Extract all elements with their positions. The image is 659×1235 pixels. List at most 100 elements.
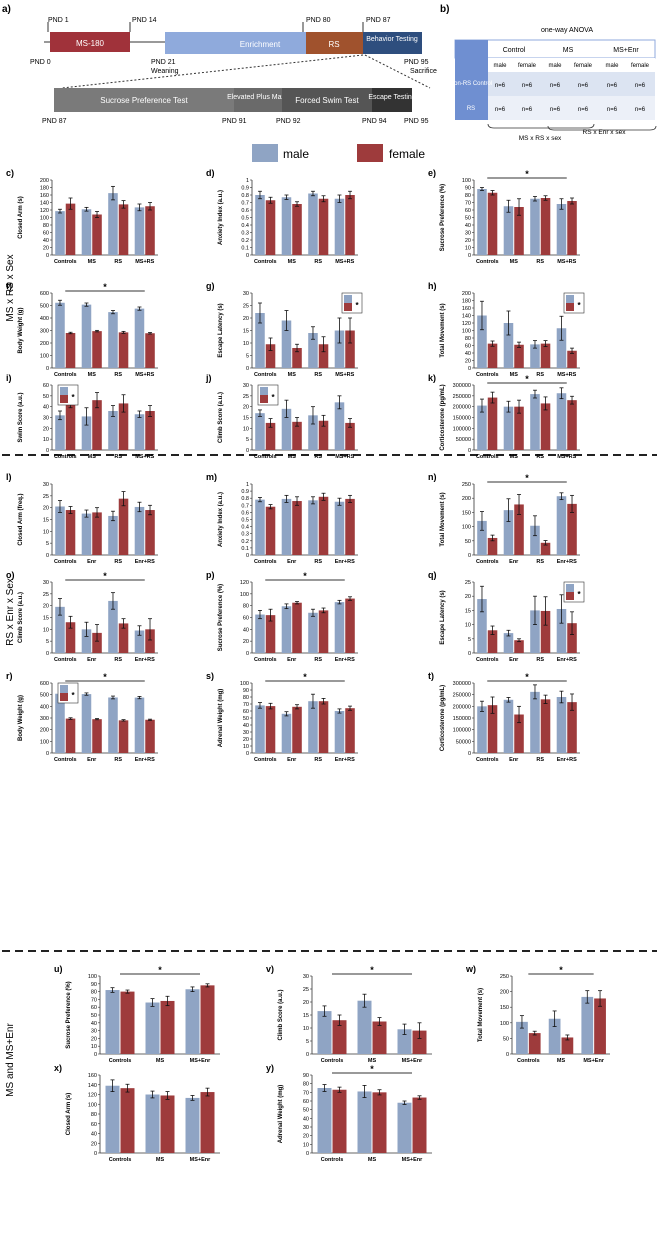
y-tick-label: 100 <box>240 681 249 687</box>
rs-label: RS <box>328 40 339 49</box>
timeline-panel: a) MS-180 Enrichment RS Behavior Testing… <box>2 4 437 125</box>
y-tick-label: 200000 <box>453 704 471 710</box>
panel-label: c) <box>6 168 14 178</box>
bar-female-MS <box>514 406 524 450</box>
y-tick-label: 1 <box>246 178 249 184</box>
x-tick-label: Controls <box>54 559 77 565</box>
bar-female-RS <box>540 610 551 653</box>
chart-x: x) 0 20 40 60 80 100 120 140 160 Closed Arm (s) Con… <box>54 1063 220 1163</box>
x-tick-label: MS+Enr <box>402 1058 423 1064</box>
y-tick-label: 250000 <box>453 394 471 400</box>
pnd0-label: PND 0 <box>30 59 51 66</box>
x-tick-label: MS+RS <box>335 372 354 378</box>
y-tick-label: 30 <box>43 580 49 586</box>
y-axis-label: Body Weight (g) <box>18 695 24 741</box>
b91-label: PND 91 <box>222 118 247 125</box>
panel-label: t) <box>428 671 434 681</box>
ms180-bar <box>50 32 130 52</box>
cell: n=6 <box>578 107 589 113</box>
sex-effect-female <box>60 395 68 403</box>
y-tick-label: 0 <box>46 253 49 259</box>
cell: n=6 <box>550 107 561 113</box>
panel-label: e) <box>428 168 436 178</box>
y-tick-label: 20 <box>91 1141 97 1147</box>
sex-effect-female <box>60 693 68 701</box>
y-tick-label: 100 <box>462 525 471 531</box>
x-tick-label: RS <box>536 559 544 565</box>
bar-male-MS+Enr <box>581 996 594 1054</box>
x-tick-label: MS+Enr <box>190 1157 211 1163</box>
bar-female-Enr <box>514 714 524 753</box>
y-tick-label: 30 <box>243 730 249 736</box>
sex-effect-male <box>566 584 574 592</box>
chart-d: d) 00.1 0.20.3 0.40.5 0.60.7 0.80.9 1 Anxiety I… <box>206 168 358 265</box>
y-tick-label: 200 <box>500 990 509 996</box>
sex-effect-star: * <box>271 393 275 402</box>
y-tick-label: 0 <box>306 1052 309 1058</box>
bar-female-Controls <box>487 630 498 653</box>
x-tick-label: Controls <box>476 372 499 378</box>
y-tick-label: 40 <box>43 405 49 411</box>
x-tick-label: RS <box>536 259 544 265</box>
behavior-testing-bar <box>363 32 422 54</box>
y-tick-label: 15 <box>43 616 49 622</box>
y-tick-label: 0.3 <box>241 532 249 538</box>
bar-female-MS <box>514 207 524 255</box>
y-tick-label: 30 <box>243 291 249 297</box>
bar-male-MS+RS <box>334 198 345 255</box>
bar-female-MS <box>292 204 302 255</box>
x-tick-label: RS <box>536 657 544 663</box>
cell: n=6 <box>607 107 618 113</box>
b87-label: PND 87 <box>42 118 67 125</box>
bar-female-MS <box>372 1021 387 1054</box>
y-tick-label: 0 <box>246 366 249 372</box>
bar-female-MS <box>561 1037 574 1054</box>
x-tick-label: RS <box>314 559 322 565</box>
pnd87-label: PND 87 <box>366 17 391 24</box>
bar-male-MS+Enr <box>397 1102 412 1153</box>
bar-female-Enr+RS <box>345 598 355 653</box>
escape-bar <box>372 88 412 112</box>
bar-female-Enr <box>92 632 102 653</box>
y-tick-label: 100 <box>240 592 249 598</box>
fst-label: Forced Swim Test <box>295 96 359 105</box>
y-tick-label: 30 <box>303 1125 309 1131</box>
y-tick-label: 160 <box>40 193 49 199</box>
y-axis-label: Closed Arm (freq.) <box>18 493 24 545</box>
y-tick-label: 1 <box>246 482 249 488</box>
chart-o: o) 0 5 10 15 20 25 30 Climb Score (a.u.) Controls… <box>6 570 158 663</box>
bar-female-RS <box>118 720 129 753</box>
x-tick-label: Enr <box>287 757 297 763</box>
y-tick-label: 160 <box>88 1073 97 1079</box>
bar-female-RS <box>318 198 329 255</box>
bar-male-MS <box>503 406 514 450</box>
y-tick-label: 50000 <box>456 437 471 443</box>
chart-g: g) 0 5 10 15 20 25 30 Escape Latency (s) Controls… <box>206 281 363 378</box>
y-axis-label: Climb Score (a.u.) <box>218 392 224 443</box>
chart-q: q) 0 5 10 15 20 25 Escape Latency (s) Controls En… <box>428 570 585 663</box>
bar-male-RS <box>530 394 540 450</box>
y-tick-label: 70 <box>465 201 471 207</box>
bar-male-Controls <box>55 211 65 255</box>
y-axis-label: Anxiety Index (a.u.) <box>218 190 224 245</box>
cell: n=6 <box>522 83 533 89</box>
bar-male-RS <box>308 415 318 450</box>
bar-male-MS+Enr <box>185 1097 200 1153</box>
y-tick-label: 0.6 <box>241 208 249 214</box>
y-tick-label: 120 <box>40 208 49 214</box>
x-tick-label: RS <box>114 559 122 565</box>
bar-female-RS <box>540 403 551 450</box>
section-label: MS x RS x Sex <box>5 254 16 321</box>
y-tick-label: 30 <box>91 1029 97 1035</box>
enrichment-label: Enrichment <box>240 40 281 49</box>
y-tick-label: 25 <box>43 494 49 500</box>
group-ms: MS <box>563 47 574 54</box>
y-axis-label: Climb Score (a.u.) <box>278 989 284 1040</box>
y-tick-label: 100 <box>462 329 471 335</box>
bar-female-MS+RS <box>345 195 355 255</box>
bar-male-MS <box>81 304 92 368</box>
bar-male-MS+RS <box>556 393 567 450</box>
